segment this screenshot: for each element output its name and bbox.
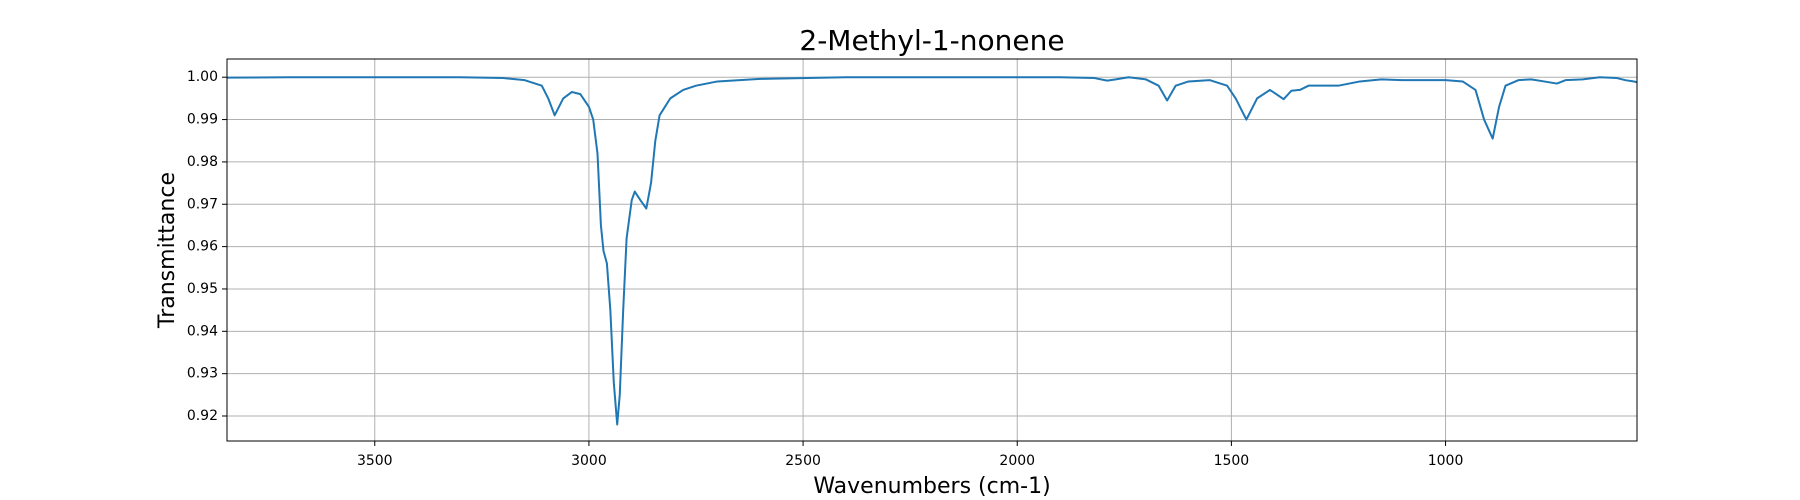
y-tick-label: 0.93: [187, 366, 218, 382]
y-tick-label: 1.00: [187, 69, 218, 85]
y-tick-label: 0.98: [187, 154, 218, 170]
y-tick-label: 0.96: [187, 239, 218, 255]
y-tick-label: 0.95: [187, 281, 218, 297]
x-axis-label: Wavenumbers (cm-1): [813, 474, 1050, 499]
x-tick-label: 2000: [999, 453, 1035, 469]
y-tick-label: 0.99: [187, 112, 218, 128]
chart-title: 2-Methyl-1-nonene: [799, 24, 1064, 57]
y-tick-label: 0.92: [187, 408, 218, 424]
plot-frame: [226, 58, 1638, 442]
x-tick-label: 3500: [357, 453, 393, 469]
x-tick-label: 1000: [1428, 453, 1464, 469]
y-axis-label: Transmittance: [155, 172, 180, 329]
x-tick-label: 3000: [571, 453, 607, 469]
spectrum-line: [227, 76, 1637, 426]
x-tick-label: 1500: [1214, 453, 1250, 469]
y-tick-label: 0.94: [187, 323, 218, 339]
x-tick-label: 2500: [785, 453, 821, 469]
y-tick-label: 0.97: [187, 196, 218, 212]
